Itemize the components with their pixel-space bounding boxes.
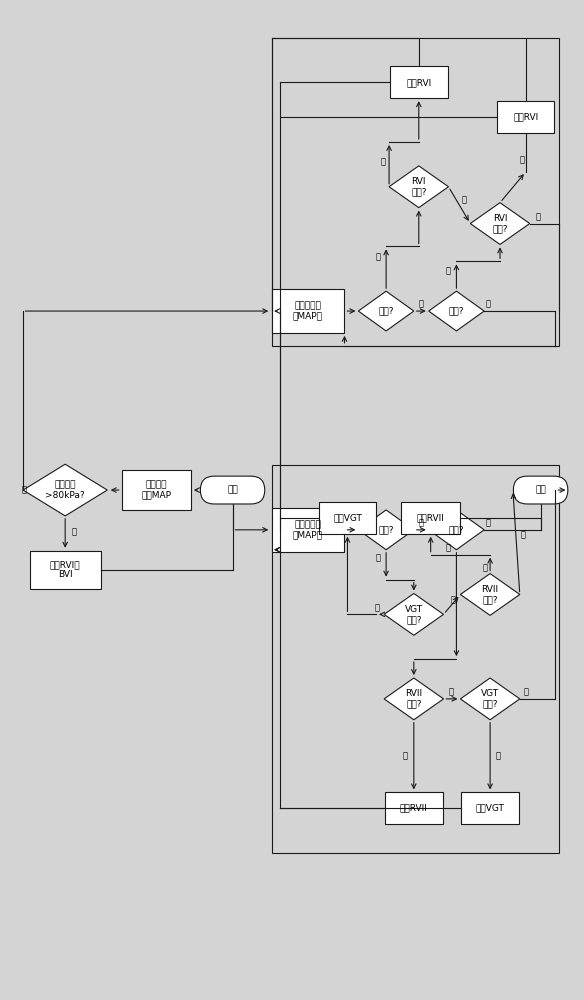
- Text: VGT
全闭?: VGT 全闭?: [481, 689, 499, 709]
- FancyBboxPatch shape: [390, 66, 447, 98]
- Text: RVII
全闭?: RVII 全闭?: [405, 689, 422, 709]
- Polygon shape: [384, 678, 443, 720]
- FancyBboxPatch shape: [513, 476, 568, 504]
- Text: 降低?: 降低?: [449, 525, 464, 534]
- FancyBboxPatch shape: [121, 470, 191, 510]
- Text: 是: 是: [519, 155, 524, 164]
- FancyBboxPatch shape: [497, 101, 554, 133]
- Text: 开始: 开始: [227, 486, 238, 495]
- Text: 是: 是: [376, 553, 381, 562]
- Text: 否: 否: [495, 751, 500, 760]
- Text: 读取二级增
压MAP值: 读取二级增 压MAP值: [293, 520, 323, 540]
- Text: 否: 否: [381, 157, 385, 166]
- Text: 是: 是: [451, 595, 456, 604]
- Polygon shape: [359, 510, 414, 550]
- Polygon shape: [460, 574, 520, 615]
- Text: RVI
全关?: RVI 全关?: [492, 214, 507, 233]
- FancyBboxPatch shape: [461, 792, 519, 824]
- Text: 结束: 结束: [536, 486, 546, 495]
- Text: 增大RVI: 增大RVI: [406, 78, 432, 87]
- FancyBboxPatch shape: [385, 792, 443, 824]
- Text: RVI
全开?: RVI 全开?: [411, 177, 426, 196]
- Text: 否: 否: [22, 486, 27, 495]
- Text: 降低?: 降低?: [449, 307, 464, 316]
- Text: 否: 否: [418, 300, 423, 309]
- Polygon shape: [460, 678, 520, 720]
- FancyBboxPatch shape: [401, 502, 460, 534]
- Text: 是: 是: [446, 543, 451, 552]
- Polygon shape: [429, 510, 484, 550]
- Text: RVII
全开?: RVII 全开?: [482, 585, 499, 604]
- Text: 否: 否: [535, 212, 540, 221]
- Polygon shape: [359, 291, 414, 331]
- Polygon shape: [389, 166, 449, 208]
- FancyBboxPatch shape: [200, 476, 265, 504]
- Bar: [272, 465, 559, 853]
- Text: 读取环境
压力MAP: 读取环境 压力MAP: [141, 480, 171, 500]
- Text: 升高?: 升高?: [378, 307, 394, 316]
- Text: 是: 是: [520, 530, 525, 539]
- Text: 是: 是: [376, 252, 381, 261]
- Text: VGT
全开?: VGT 全开?: [405, 605, 423, 624]
- Text: 是: 是: [446, 267, 451, 276]
- Text: 否: 否: [418, 518, 423, 527]
- Text: 全开RVI和
BVI: 全开RVI和 BVI: [50, 560, 81, 579]
- Text: 是: 是: [462, 195, 467, 204]
- FancyBboxPatch shape: [272, 289, 344, 333]
- FancyBboxPatch shape: [272, 508, 344, 552]
- Polygon shape: [429, 291, 484, 331]
- Text: 关小RVII: 关小RVII: [400, 804, 427, 813]
- Polygon shape: [23, 464, 107, 516]
- Text: 是: 是: [449, 687, 454, 696]
- Text: 否: 否: [375, 603, 380, 612]
- Text: 是: 是: [523, 687, 529, 696]
- Text: 减小RVI: 减小RVI: [513, 113, 538, 122]
- Polygon shape: [384, 593, 443, 635]
- Text: 否: 否: [486, 300, 491, 309]
- Polygon shape: [470, 203, 530, 244]
- Text: 读取一级增
压MAP值: 读取一级增 压MAP值: [293, 301, 323, 321]
- Text: 关小VGT: 关小VGT: [475, 804, 505, 813]
- Text: 否: 否: [486, 518, 491, 527]
- Text: 升高?: 升高?: [378, 525, 394, 534]
- Text: 环境压力
>80kPa?: 环境压力 >80kPa?: [46, 480, 85, 500]
- FancyBboxPatch shape: [319, 502, 376, 534]
- Text: 增大RVII: 增大RVII: [417, 513, 444, 522]
- Text: 是: 是: [72, 527, 77, 536]
- FancyBboxPatch shape: [30, 551, 101, 589]
- Text: 增大VGT: 增大VGT: [333, 513, 362, 522]
- Text: 否: 否: [482, 563, 488, 572]
- Text: 否: 否: [402, 751, 408, 760]
- Bar: [272, 38, 559, 346]
